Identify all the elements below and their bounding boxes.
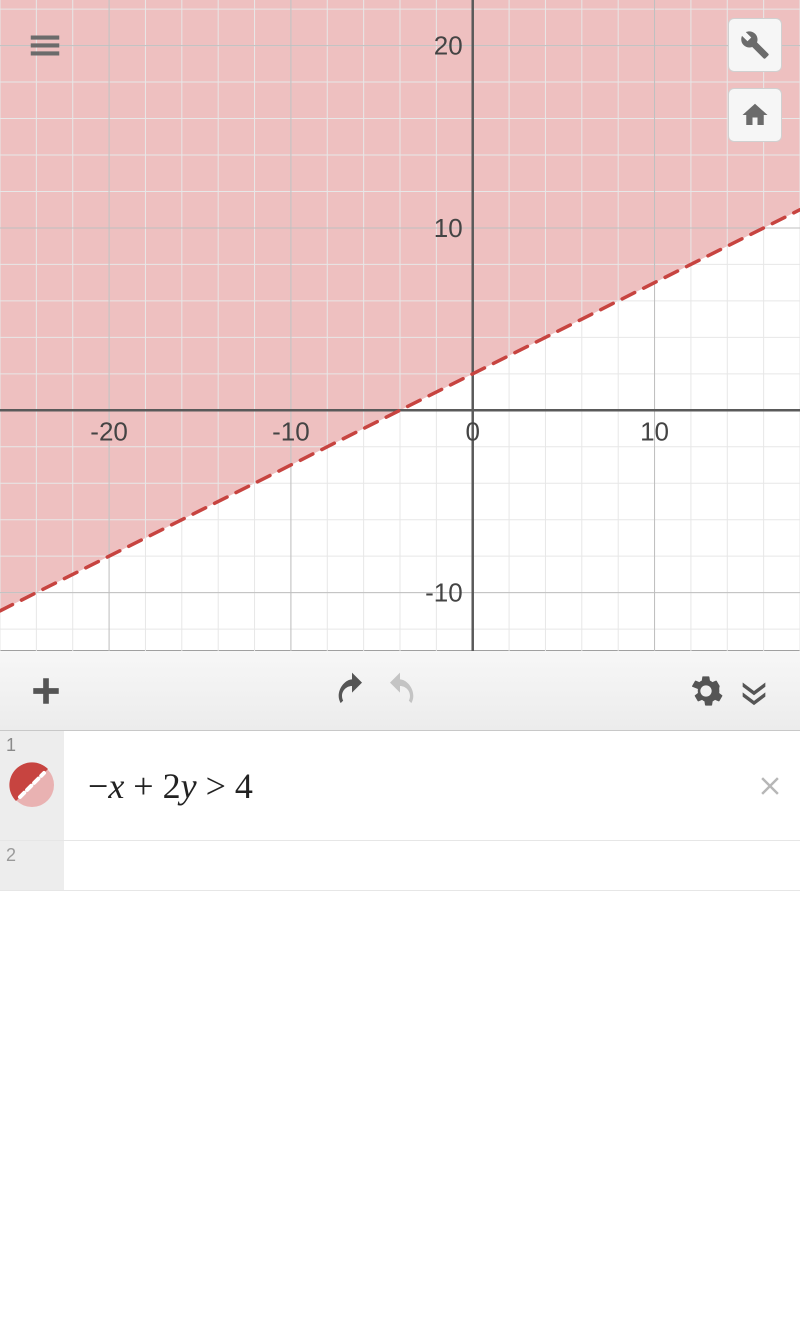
settings-gear-button[interactable] — [682, 667, 730, 715]
expression-formula[interactable]: −x + 2y > 4 — [64, 765, 740, 807]
redo-button[interactable] — [376, 667, 424, 715]
expression-toolbar — [0, 651, 800, 731]
svg-text:10: 10 — [434, 213, 463, 243]
expression-row[interactable]: 1 −x + 2y > 4 — [0, 731, 800, 841]
gear-icon — [689, 674, 723, 708]
chevron-down-icon — [737, 674, 771, 708]
undo-icon — [332, 671, 372, 711]
svg-text:-10: -10 — [272, 416, 310, 446]
delete-expression-button[interactable] — [740, 771, 800, 801]
row-number: 1 — [6, 735, 16, 756]
svg-text:20: 20 — [434, 31, 463, 61]
row-number: 2 — [6, 845, 16, 865]
svg-text:-20: -20 — [90, 416, 128, 446]
expression-list: 1 −x + 2y > 4 2 — [0, 731, 800, 891]
graph-canvas[interactable]: -20 -10 0 10 -10 10 20 — [0, 0, 800, 651]
home-button[interactable] — [728, 88, 782, 142]
undo-button[interactable] — [328, 667, 376, 715]
expression-index: 2 — [0, 841, 64, 890]
graph-svg: -20 -10 0 10 -10 10 20 — [0, 0, 800, 651]
redo-icon — [380, 671, 420, 711]
close-icon — [755, 771, 785, 801]
menu-icon — [26, 26, 64, 64]
add-expression-button[interactable] — [22, 667, 70, 715]
wrench-icon — [740, 30, 770, 60]
svg-text:0: 0 — [465, 416, 479, 446]
settings-wrench-button[interactable] — [728, 18, 782, 72]
expression-color-icon[interactable] — [8, 761, 56, 809]
menu-button[interactable] — [18, 18, 72, 72]
plus-icon — [29, 674, 63, 708]
svg-text:10: 10 — [640, 416, 669, 446]
expression-index: 1 — [0, 731, 64, 840]
collapse-button[interactable] — [730, 667, 778, 715]
home-icon — [740, 100, 770, 130]
expression-row-empty[interactable]: 2 — [0, 841, 800, 891]
svg-text:-10: -10 — [425, 578, 463, 608]
